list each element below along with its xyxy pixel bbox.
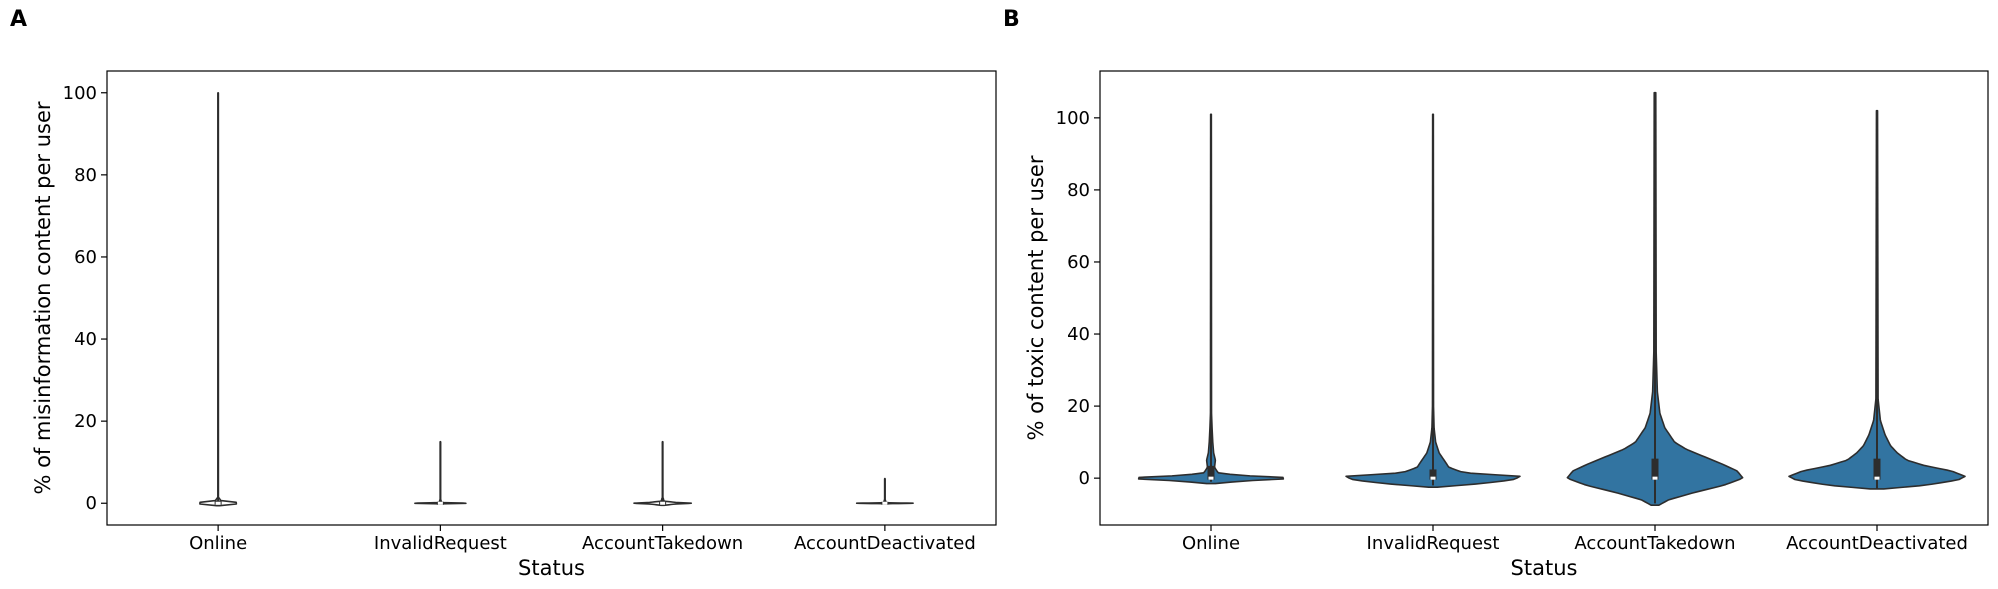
panel-letter-a: A (10, 7, 27, 32)
x-tick-label: AccountTakedown (1574, 533, 1735, 554)
panel-letter-b: B (1003, 7, 1020, 32)
y-tick-label: 100 (1056, 108, 1090, 129)
y-tick-label: 80 (74, 165, 97, 186)
y-axis-title: % of misinformation content per user (31, 101, 55, 494)
x-axis-title: Status (1511, 556, 1578, 580)
median-point-Online (1208, 476, 1214, 480)
iqr-box-AccountDeactivated (1873, 458, 1881, 480)
x-tick-label: AccountTakedown (582, 533, 743, 554)
median-point-AccountDeactivated (882, 501, 888, 505)
y-tick-label: 60 (74, 247, 97, 268)
median-point-InvalidRequest (1430, 476, 1436, 480)
median-point-AccountTakedown (1652, 476, 1658, 480)
median-point-InvalidRequest (437, 501, 443, 505)
median-point-Online (215, 501, 221, 505)
iqr-box-Online (1207, 465, 1215, 480)
plot-frame-b (1099, 70, 1989, 526)
plot-frame-a (106, 70, 997, 526)
iqr-box-AccountTakedown (1651, 458, 1659, 480)
median-point-AccountTakedown (660, 501, 666, 505)
chart-a-misinformation: 0 20 40 60 80 100 Online InvalidRequest AccountT… (31, 70, 997, 580)
iqr-box-InvalidRequest (1429, 469, 1437, 480)
x-tick-label: Online (1182, 533, 1240, 554)
median-point-AccountDeactivated (1874, 476, 1880, 480)
y-tick-label: 60 (1067, 252, 1090, 273)
y-tick-label: 40 (74, 329, 97, 350)
x-tick-label: AccountDeactivated (1786, 533, 1968, 554)
y-tick-label: 0 (86, 493, 97, 514)
y-tick-label: 40 (1067, 324, 1090, 345)
y-axis-title: % of toxic content per user (1024, 155, 1048, 440)
y-tick-label: 20 (74, 411, 97, 432)
y-tick-label: 100 (63, 83, 97, 104)
x-axis-title: Status (518, 556, 585, 580)
x-tick-label: AccountDeactivated (794, 533, 976, 554)
y-tick-label: 0 (1079, 468, 1090, 489)
x-tick-label: InvalidRequest (374, 533, 507, 554)
y-tick-label: 80 (1067, 180, 1090, 201)
y-tick-label: 20 (1067, 396, 1090, 417)
x-tick-label: InvalidRequest (1367, 533, 1500, 554)
chart-b-toxic: 0 20 40 60 80 100 Online InvalidRequest AccountT… (1024, 70, 1989, 580)
x-tick-label: Online (189, 533, 247, 554)
